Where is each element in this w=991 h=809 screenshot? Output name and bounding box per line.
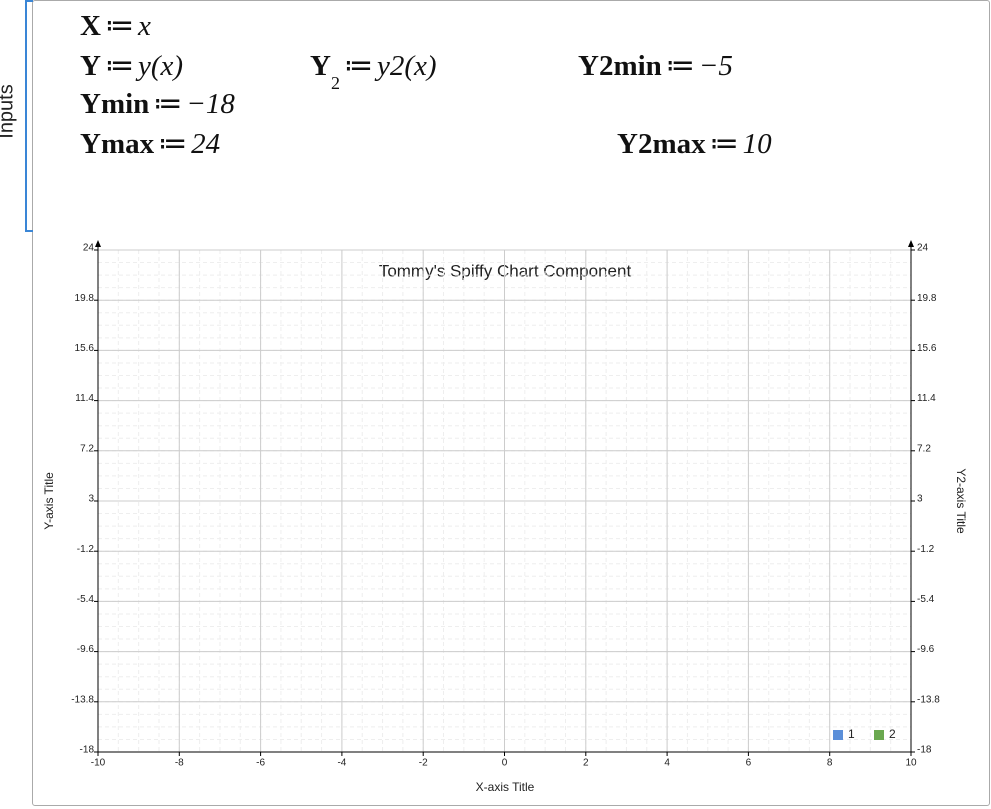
region-bracket [25,0,33,232]
x-tick-label: 4 [664,758,670,769]
definition-op: ≔ [104,50,134,82]
legend-label: 2 [889,727,896,741]
definition-rhs: y(x) [137,50,184,82]
y-tick-label: -9.6 [77,644,95,655]
axis-arrow [908,240,914,247]
y2-tick-label: 11.4 [917,393,936,404]
axis-arrow [95,240,101,247]
definition-lhs: Ymin [80,88,150,120]
definition-rhs: 10 [742,128,772,160]
x-tick-label: 0 [502,758,508,769]
definition-rhs: 24 [191,128,221,160]
definition-lhs: Y [80,50,101,82]
definition: Ymin ≔ −18 [80,86,235,121]
definition-op: ≔ [158,128,188,160]
x-tick-label: -6 [256,758,265,769]
y-axis-title: Y-axis Title [42,472,56,530]
definition-op: ≔ [343,50,373,82]
y-tick-label: 7.2 [80,443,94,454]
y2-tick-label: 24 [917,243,929,254]
x-tick-label: -8 [175,758,184,769]
y2-tick-label: 3 [917,494,923,505]
definition-sub: 2 [330,73,340,93]
y-tick-label: 15.6 [75,343,95,354]
definition-rhs: −18 [186,88,235,120]
x-tick-label: 2 [583,758,589,769]
chart-title: Tommy's Spiffy Chart Component [379,261,632,280]
definition: Y ≔ y(x) [80,48,183,83]
definition-rhs: x [137,10,151,42]
y2-tick-label: 7.2 [917,443,931,454]
definition: Y2max ≔ 10 [617,126,772,161]
y2-tick-label: -1.2 [917,544,935,555]
y2-tick-label: -5.4 [917,594,935,605]
definition: Y2≔ y2(x) [310,48,437,93]
definition-lhs: Y [310,50,331,82]
definition-rhs: y2(x) [376,50,437,82]
y-tick-label: -1.2 [77,544,95,555]
x-tick-label: -4 [337,758,346,769]
definition-lhs: Y2min [578,50,662,82]
definition-lhs: Y2max [617,128,706,160]
definition-op: ≔ [153,88,183,120]
y2-tick-label: -9.6 [917,644,935,655]
x-tick-label: 10 [905,758,917,769]
definition-lhs: X [80,10,101,42]
definition-op: ≔ [104,10,134,42]
legend-swatch [833,730,843,740]
definition-op: ≔ [709,128,739,160]
x-tick-label: 8 [827,758,833,769]
y-tick-label: -13.8 [71,694,94,705]
y2-tick-label: -13.8 [917,694,940,705]
y-tick-label: 11.4 [75,393,94,404]
x-tick-label: -10 [91,758,106,769]
legend-swatch [874,730,884,740]
definition-op: ≔ [665,50,695,82]
y2-tick-label: 15.6 [917,343,937,354]
definition: X ≔ x [80,8,151,43]
legend-label: 1 [848,727,855,741]
y2-tick-label: -18 [917,745,932,756]
y2-tick-label: 19.8 [917,293,937,304]
y-tick-label: 24 [83,243,95,254]
y-tick-label: -18 [80,745,95,756]
definition: Y2min ≔ −5 [578,48,733,83]
x-tick-label: -2 [419,758,428,769]
y-tick-label: 3 [88,494,94,505]
definition: Ymax ≔ 24 [80,126,220,161]
y2-axis-title: Y2-axis Title [954,468,968,534]
x-axis-title: X-axis Title [476,780,535,794]
y-tick-label: 19.8 [75,293,95,304]
definition-rhs: −5 [698,50,733,82]
x-tick-label: 6 [746,758,752,769]
region-frame [32,0,990,806]
y-tick-label: -5.4 [77,594,95,605]
definition-lhs: Ymax [80,128,155,160]
